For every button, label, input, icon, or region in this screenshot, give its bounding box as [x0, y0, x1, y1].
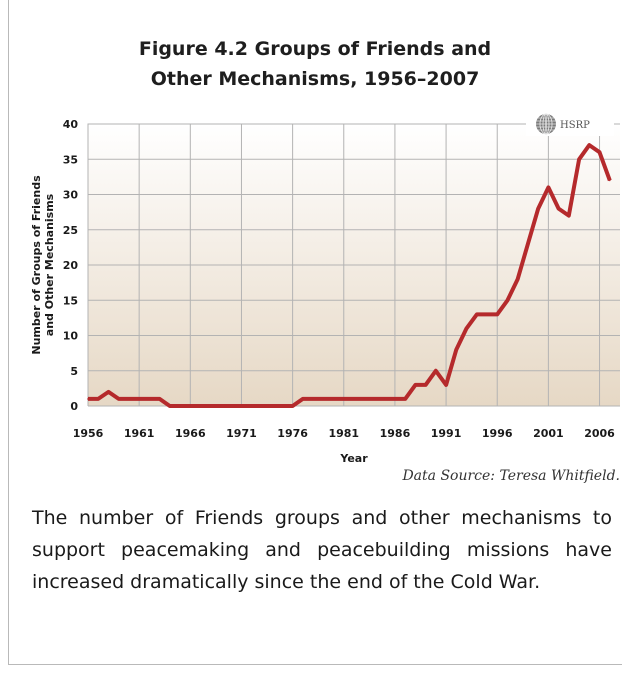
- data-point: [128, 398, 130, 400]
- data-point: [261, 405, 263, 407]
- data-point: [230, 405, 233, 407]
- data-point: [240, 405, 243, 407]
- figure-title: Figure 4.2 Groups of Friends and Other M…: [0, 34, 630, 94]
- data-point: [486, 313, 488, 316]
- data-point: [169, 405, 171, 407]
- data-point: [578, 158, 580, 161]
- data-point: [158, 398, 161, 400]
- series-line-0: [88, 143, 612, 408]
- figure-title-line2: Other Mechanisms, 1956–2007: [150, 68, 480, 90]
- y-axis-title-line1: Number of Groups of Friends: [30, 175, 43, 355]
- y-axis-title-line2: and Other Mechanisms: [43, 193, 56, 336]
- data-point: [445, 384, 447, 386]
- series-group: [87, 143, 612, 408]
- data-point: [516, 278, 519, 280]
- y-tick-label: 10: [63, 330, 79, 343]
- y-axis-ticks: 0 5 10 15 20 25 30 35 40: [63, 118, 79, 413]
- globe-icon: [536, 113, 556, 135]
- x-tick-label: 1986: [380, 427, 411, 440]
- data-point: [608, 179, 611, 182]
- data-point: [568, 214, 570, 217]
- data-point: [353, 398, 355, 400]
- x-tick-label: 1996: [482, 427, 513, 440]
- data-point: [424, 384, 427, 386]
- y-tick-label: 30: [63, 189, 79, 202]
- data-point: [302, 398, 304, 400]
- plot-frame: [87, 123, 620, 406]
- figure-title-line1: Figure 4.2 Groups of Friends and: [138, 38, 492, 60]
- data-point: [250, 405, 253, 407]
- data-point: [527, 243, 529, 245]
- x-tick-label: 2001: [533, 427, 564, 440]
- y-tick-label: 15: [63, 294, 78, 307]
- data-point: [383, 398, 386, 400]
- x-tick-label: 1976: [277, 427, 308, 440]
- data-point: [455, 348, 458, 351]
- x-axis-ticks: 1956 1961 1966 1971 1976 1981 1986 1991 1996 2001…: [73, 427, 615, 440]
- data-point: [342, 398, 345, 400]
- logo-text: HSRP: [560, 120, 590, 131]
- x-tick-label: 2006: [584, 427, 615, 440]
- data-point: [435, 369, 437, 372]
- data-point: [394, 398, 396, 400]
- gridlines: [87, 123, 620, 407]
- data-point: [138, 398, 140, 400]
- data-point: [117, 398, 120, 400]
- data-point: [271, 405, 273, 407]
- x-tick-label: 1971: [226, 427, 257, 440]
- data-point: [414, 384, 417, 386]
- data-point: [363, 398, 366, 400]
- y-tick-label: 0: [70, 400, 78, 413]
- data-point: [475, 313, 478, 316]
- data-point: [465, 327, 468, 330]
- y-tick-label: 40: [63, 118, 79, 131]
- data-point: [220, 405, 222, 407]
- data-point: [209, 405, 212, 407]
- data-point: [148, 398, 151, 400]
- x-tick-label: 1981: [328, 427, 359, 440]
- data-point: [97, 398, 100, 400]
- data-point: [547, 186, 550, 189]
- y-tick-label: 20: [63, 259, 79, 272]
- figure-caption: The number of Friends groups and other m…: [32, 507, 612, 593]
- data-point: [506, 299, 509, 302]
- data-point: [588, 144, 591, 146]
- x-tick-label: 1961: [124, 427, 155, 440]
- x-axis-title: Year: [339, 452, 368, 465]
- data-point: [557, 207, 560, 210]
- hsrp-logo: HSRP: [526, 112, 614, 136]
- x-tick-label: 1956: [73, 427, 104, 440]
- data-point: [332, 398, 335, 400]
- data-point: [189, 405, 192, 407]
- data-point: [199, 405, 202, 407]
- x-tick-label: 1991: [431, 427, 462, 440]
- data-point: [598, 151, 601, 153]
- x-tick-label: 1966: [175, 427, 206, 440]
- data-point: [281, 405, 284, 407]
- data-point: [179, 405, 181, 407]
- data-point: [537, 207, 539, 210]
- y-tick-label: 35: [63, 153, 78, 166]
- data-point: [496, 313, 499, 316]
- data-source: Data Source: Teresa Whitfield.: [402, 468, 620, 484]
- y-tick-label: 5: [70, 365, 78, 378]
- y-tick-label: 25: [63, 224, 78, 237]
- data-point: [322, 398, 325, 400]
- data-point: [373, 398, 376, 400]
- data-point: [87, 398, 89, 400]
- data-point: [404, 398, 406, 400]
- data-point: [291, 405, 294, 407]
- data-point: [107, 391, 110, 393]
- data-point: [312, 398, 314, 400]
